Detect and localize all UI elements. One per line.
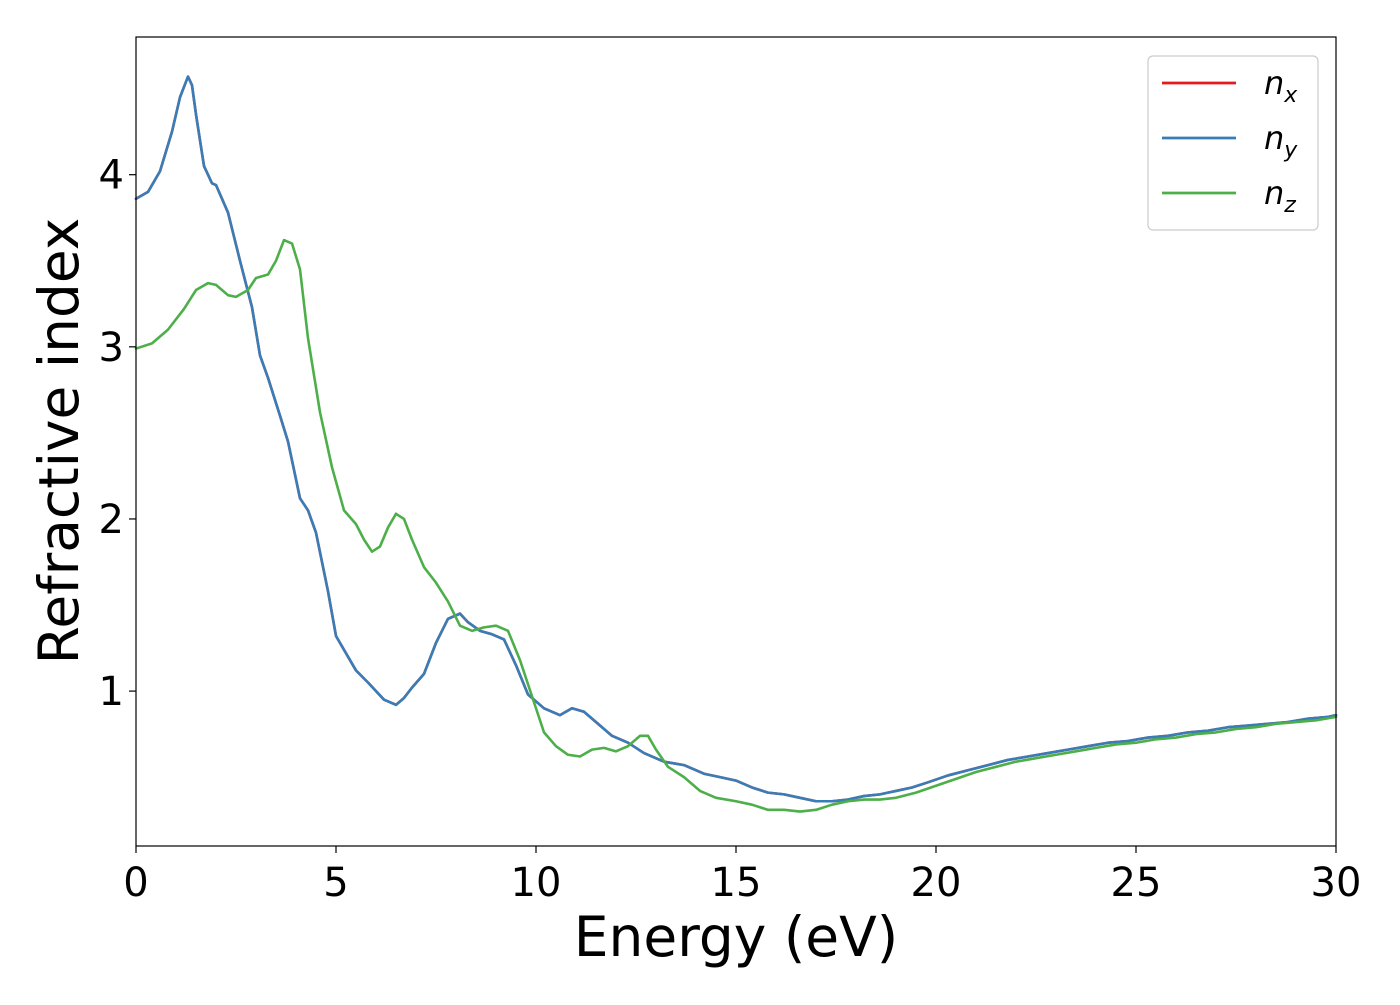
y-tick-label: 3 [99,325,124,371]
x-tick-label: 25 [1111,860,1162,906]
x-tick-label: 20 [911,860,962,906]
x-axis-label: Energy (eV) [574,905,898,969]
legend: nx ny nz [1147,55,1319,231]
y-tick-label: 4 [99,153,124,199]
y-axis-label: Refractive index [27,218,91,665]
legend-label-x: nx [1264,64,1298,108]
x-tick-label: 0 [123,860,148,906]
legend-label-z: nz [1264,174,1296,218]
series-line-y [134,75,1338,803]
y-tick-label: 1 [99,669,124,715]
x-tick-label: 5 [323,860,348,906]
series-line-z [134,238,1338,813]
y-tick-label: 2 [99,497,124,543]
x-axis: 0 5 10 15 20 25 30 [123,846,1361,906]
x-tick-label: 15 [711,860,762,906]
x-tick-label: 10 [511,860,562,906]
y-axis: 1 2 3 4 [99,153,136,715]
x-tick-label: 30 [1311,860,1362,906]
legend-label-y: ny [1264,119,1298,163]
legend-frame [1147,55,1319,231]
series-layer [134,75,1338,813]
